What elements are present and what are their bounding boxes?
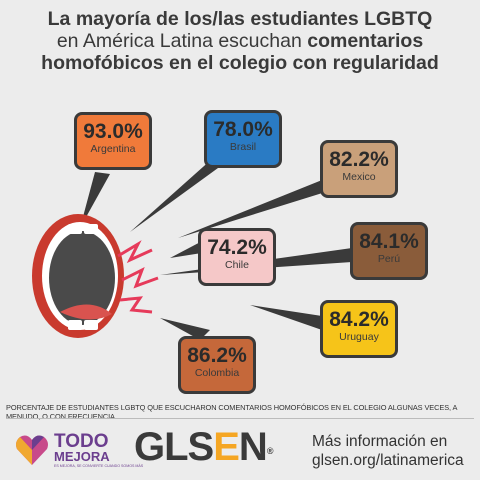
bubble-value: 93.0% (83, 120, 143, 143)
mouth-icon (32, 214, 124, 338)
footnote: PORCENTAJE DE ESTUDIANTES LGBTQ QUE ESCU… (6, 403, 457, 421)
todo-logo-line-2: MEJORA (54, 449, 110, 464)
tail-argentina (80, 172, 110, 228)
heart-icon (16, 435, 48, 465)
more-info: Más información en glsen.org/latinameric… (312, 432, 464, 470)
bubble-value: 82.2% (329, 148, 389, 171)
shout-line-3 (119, 296, 153, 314)
shout-lines (117, 240, 159, 314)
tail-uruguay (250, 305, 322, 330)
bubble-brasil: 78.0% Brasil (204, 110, 282, 168)
more-info-url[interactable]: glsen.org/latinamerica (312, 452, 464, 469)
divider (6, 418, 474, 419)
tail-mexico (178, 176, 332, 238)
title-line-1: La mayoría de los/las estudiantes LGBTQ (47, 8, 433, 30)
title-line-3: homofóbicos en el colegio con regularida… (41, 52, 439, 74)
bubble-value: 84.2% (329, 308, 389, 331)
bubble-value: 78.0% (213, 118, 273, 141)
shout-line-2 (121, 266, 159, 289)
title-line-2: en América Latina escuchan comentarios (56, 30, 424, 52)
bubble-value: 84.1% (359, 230, 419, 253)
bubble-value: 86.2% (187, 344, 247, 367)
bubble-colombia: 86.2% Colombia (178, 336, 256, 394)
bubble-mexico: 82.2% Mexico (320, 140, 398, 198)
more-info-line-1: Más información en (312, 433, 448, 450)
bubble-argentina: 93.0% Argentina (74, 112, 152, 170)
bubble-country: Argentina (90, 143, 136, 155)
bubble-value: 74.2% (207, 236, 267, 259)
bubble-peru: 84.1% Perú (350, 222, 428, 280)
bubble-country: Chile (225, 259, 249, 271)
todo-mejora-logo: TODO MEJORA ES MEJORA, SE CONVIERTE CUAN… (14, 431, 143, 470)
tail-colombia (160, 318, 210, 340)
glsen-logo: GLSEN® (134, 425, 273, 469)
bubble-country: Perú (377, 253, 401, 265)
bubble-country: Mexico (342, 171, 376, 183)
bubble-country: Uruguay (339, 331, 379, 343)
todo-logo-line-1: TODO (54, 431, 109, 452)
bubble-country: Brasil (229, 141, 257, 153)
chart-title: La mayoría de los/las estudiantes LGBTQ … (0, 8, 480, 74)
bubble-uruguay: 84.2% Uruguay (320, 300, 398, 358)
todo-logo-tagline: ES MEJORA, SE CONVIERTE CUANDO SOMOS MÁS (54, 464, 144, 468)
bubble-chile: 74.2% Chile (198, 228, 276, 286)
shout-line-1 (117, 240, 153, 264)
bubble-country: Colombia (194, 367, 240, 379)
tail-brasil (130, 150, 240, 232)
